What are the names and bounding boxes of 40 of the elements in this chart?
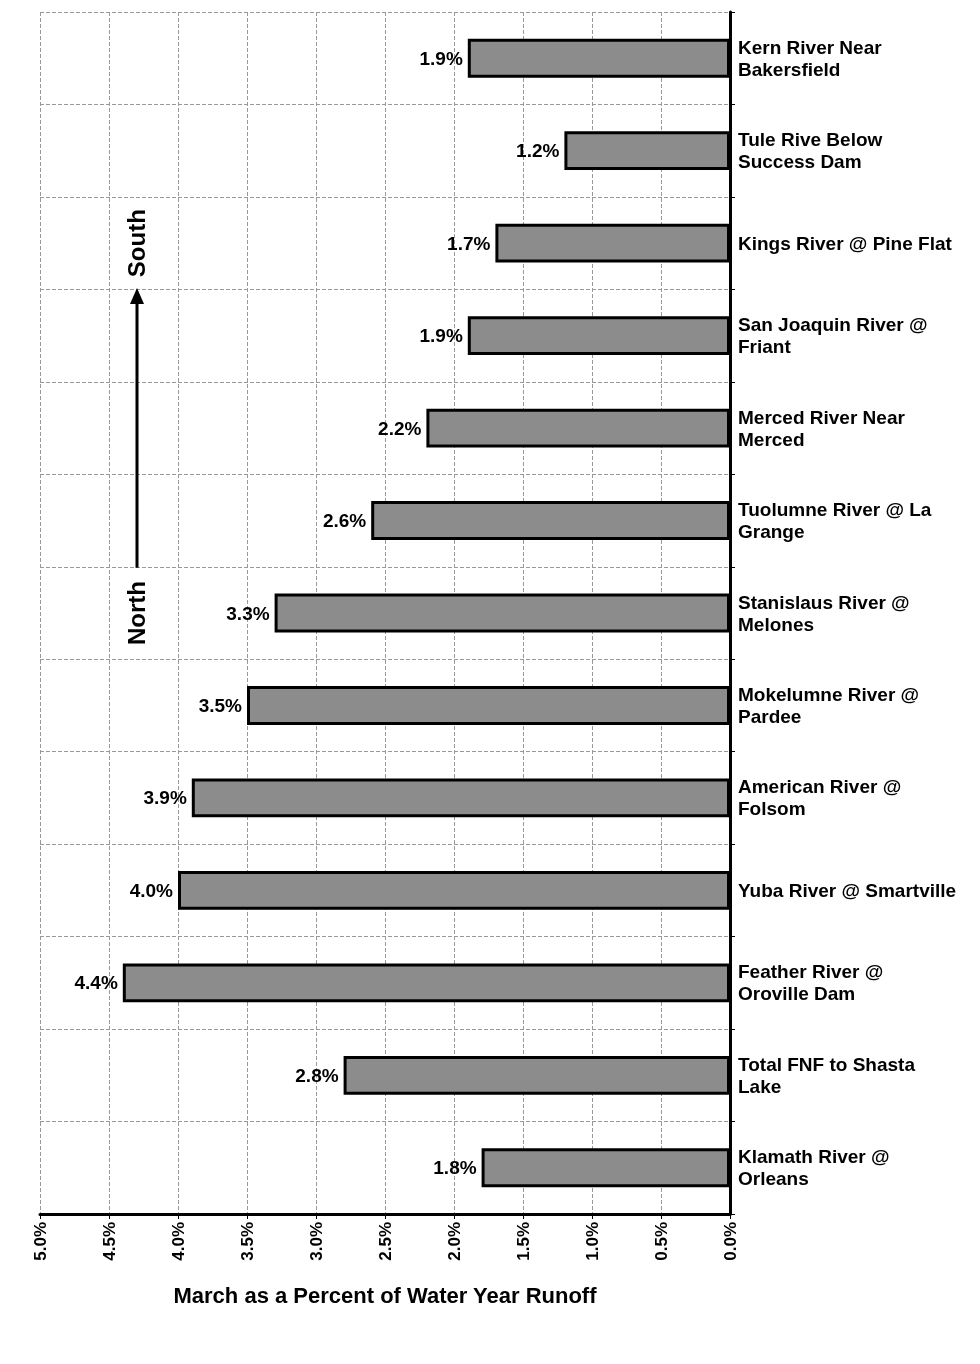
data-label: 3.5%: [198, 694, 243, 716]
x-axis-title: March as a Percent of Water Year Runoff: [173, 1282, 598, 1308]
y-tick-label: Tule Rive Below Success Dam: [738, 129, 888, 173]
x-tick-label: 0.5%: [651, 1222, 671, 1261]
x-tick-label: 5.0%: [30, 1222, 50, 1261]
x-tick-label: 2.5%: [375, 1222, 395, 1261]
annotation: North: [123, 581, 151, 645]
y-tick-label: Klamath River @ Orleans: [738, 1146, 895, 1190]
y-tick-label: American River @ Folsom: [738, 776, 907, 820]
annotation: South: [123, 209, 151, 278]
data-label: 3.3%: [226, 602, 270, 624]
y-tick-label: Stanislaus River @ Melones: [738, 591, 915, 635]
y-tick-label: San Joaquin River @ Friant: [738, 314, 933, 358]
x-tick-label: 3.0%: [306, 1222, 326, 1261]
x-tick-label: 3.5%: [237, 1222, 257, 1261]
y-tick-label: Total FNF to Shasta Lake: [738, 1053, 921, 1097]
data-label: 1.9%: [419, 47, 463, 69]
data-label: 2.2%: [378, 417, 422, 439]
x-tick-label: 1.0%: [582, 1222, 602, 1261]
y-tick-label: Kings River @ Pine Flat: [738, 232, 953, 254]
x-tick-label: 2.0%: [444, 1222, 464, 1261]
data-label: 1.2%: [516, 140, 560, 162]
y-tick-label: Yuba River @ Smartville: [738, 879, 957, 901]
x-tick-label: 4.5%: [99, 1222, 119, 1261]
y-tick-label: Feather River @ Oroville Dam: [738, 961, 889, 1005]
y-tick-label: Merced River Near Merced: [738, 406, 911, 450]
data-label: 1.9%: [419, 325, 463, 347]
data-label: 4.0%: [129, 879, 174, 901]
data-label: 3.9%: [143, 787, 187, 809]
data-label: 4.4%: [74, 972, 118, 994]
data-label: 2.8%: [295, 1064, 339, 1086]
x-tick-label: 1.5%: [513, 1222, 533, 1261]
x-tick-label: 0.0%: [720, 1222, 740, 1261]
x-tick-label: 4.0%: [168, 1222, 188, 1261]
data-label: 1.7%: [447, 232, 491, 254]
data-label: 1.8%: [433, 1157, 477, 1179]
y-tick-label: Kern River Near Bakersfield: [738, 36, 887, 80]
y-tick-label: Tuolumne River @ La Grange: [738, 499, 937, 543]
data-label: 2.6%: [322, 510, 367, 532]
y-tick-label: Mokelumne River @ Pardee: [738, 683, 925, 727]
